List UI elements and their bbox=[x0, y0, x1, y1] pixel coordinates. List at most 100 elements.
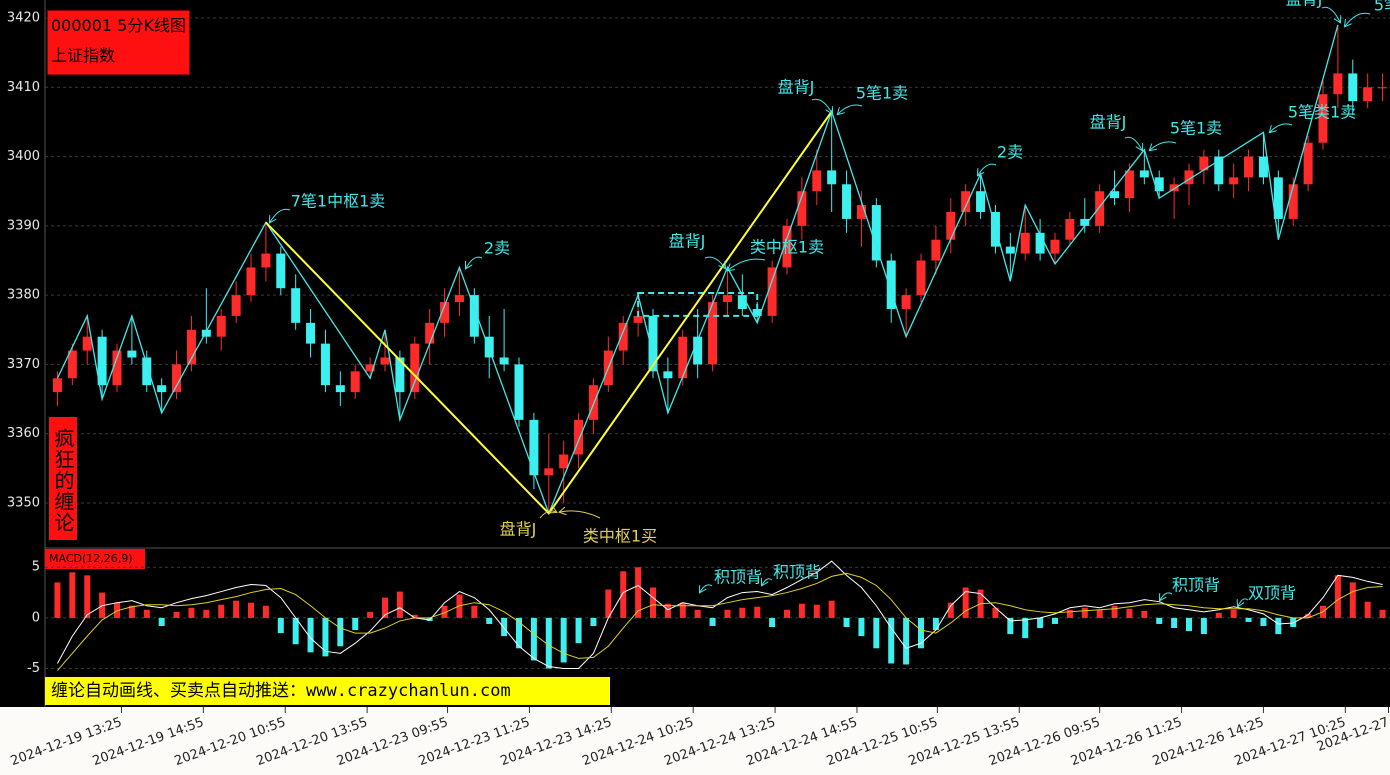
candle-body bbox=[1258, 156, 1268, 178]
side-label: 疯狂的缠论 bbox=[49, 417, 77, 540]
candle-body bbox=[574, 419, 584, 455]
annotation: 积顶背 bbox=[773, 563, 821, 582]
candle-body bbox=[395, 357, 405, 393]
macd-bar bbox=[813, 604, 820, 618]
candle-body bbox=[67, 350, 77, 379]
annotation: 5笔1卖 bbox=[1170, 119, 1222, 138]
macd-bar bbox=[1379, 609, 1386, 618]
macd-bar bbox=[441, 605, 448, 618]
candle-body bbox=[1363, 87, 1373, 102]
annotation-arrow bbox=[838, 104, 863, 114]
macd-bar bbox=[218, 604, 225, 618]
macd-bar bbox=[709, 617, 716, 626]
y-tick-label: 5 bbox=[32, 560, 40, 575]
macd-bar bbox=[411, 614, 418, 618]
annotation-arrow bbox=[1124, 136, 1142, 150]
annotation-arrow bbox=[560, 511, 601, 519]
macd-bar bbox=[486, 617, 493, 624]
macd-bar bbox=[233, 600, 240, 618]
macd-bar bbox=[1230, 609, 1237, 618]
candle-body bbox=[856, 205, 866, 219]
macd-bar bbox=[560, 617, 567, 663]
macd-bar bbox=[322, 617, 329, 657]
macd-bar bbox=[248, 602, 254, 618]
macd-bar bbox=[1096, 609, 1103, 618]
candle-body bbox=[1229, 177, 1239, 185]
macd-bar bbox=[784, 609, 790, 618]
candle-body bbox=[1005, 246, 1015, 254]
macd-bar bbox=[1334, 575, 1341, 618]
dea-line bbox=[57, 572, 1383, 671]
candle-body bbox=[871, 205, 881, 261]
macd-bar bbox=[1022, 617, 1029, 639]
macd-bar bbox=[828, 600, 835, 618]
annotation: 5笔类1卖 bbox=[1288, 103, 1356, 122]
candle-body bbox=[514, 364, 524, 420]
candle-body bbox=[365, 364, 375, 372]
macd-bar bbox=[1141, 610, 1148, 618]
macd-bar bbox=[798, 603, 805, 618]
candle-body bbox=[97, 336, 107, 386]
zone-box bbox=[637, 292, 759, 317]
annotation-arrow bbox=[1160, 592, 1173, 600]
macd-bar bbox=[932, 617, 939, 631]
banner: 缠论自动画线、买卖点自动推送：www.crazychanlun.com bbox=[45, 677, 610, 705]
macd-bar bbox=[158, 617, 165, 626]
index-name: 上证指数 bbox=[51, 46, 116, 65]
macd-bar bbox=[352, 617, 359, 631]
annotation-arrow bbox=[1238, 598, 1249, 606]
macd-label-box bbox=[45, 549, 145, 569]
annotation-arrow bbox=[270, 208, 291, 222]
annotation-arrow bbox=[466, 256, 483, 268]
candle-body bbox=[291, 288, 301, 323]
candle-body bbox=[752, 308, 762, 316]
candle-body bbox=[708, 302, 718, 365]
candle-body bbox=[1184, 170, 1194, 185]
macd-bar bbox=[367, 611, 374, 618]
macd-bar bbox=[382, 597, 388, 618]
candle-body bbox=[842, 184, 852, 219]
candle-body bbox=[201, 329, 211, 337]
macd-bar bbox=[918, 617, 924, 649]
candle-body bbox=[886, 260, 896, 309]
macd-bar bbox=[1066, 609, 1073, 618]
macd-bar bbox=[664, 603, 671, 618]
annotation-arrow bbox=[1150, 141, 1177, 150]
macd-bar bbox=[888, 617, 895, 664]
candle-body bbox=[350, 371, 360, 393]
macd-bar bbox=[903, 617, 910, 665]
candle-body bbox=[1110, 191, 1120, 199]
macd-bar bbox=[1305, 613, 1312, 618]
macd-bar bbox=[277, 617, 284, 634]
annotation: 盘背J bbox=[1090, 113, 1127, 132]
candle-body bbox=[618, 322, 628, 351]
candle-body bbox=[276, 253, 286, 289]
macd-bar bbox=[530, 617, 537, 661]
annotation-arrow bbox=[811, 98, 832, 113]
macd-bar bbox=[501, 617, 508, 637]
annotation: 盘背J bbox=[669, 232, 706, 251]
candle-body bbox=[469, 295, 479, 337]
macd-bar bbox=[635, 567, 642, 618]
annotation-arrow bbox=[978, 163, 997, 175]
candle-body bbox=[231, 295, 241, 316]
macd-bar bbox=[54, 582, 61, 618]
candle-body bbox=[172, 364, 182, 393]
candle-body bbox=[544, 468, 554, 476]
macd-bar bbox=[471, 605, 478, 618]
annotation: 类中枢1买 bbox=[583, 527, 657, 546]
candle-body bbox=[425, 322, 435, 344]
macd-bar bbox=[769, 617, 776, 628]
candle-body bbox=[216, 315, 226, 337]
candle-body bbox=[737, 295, 747, 309]
candle-body bbox=[112, 350, 122, 386]
dif-line bbox=[57, 560, 1383, 670]
macd-bar bbox=[292, 617, 299, 645]
annotation: 2卖 bbox=[484, 239, 510, 258]
macd-bar bbox=[1037, 617, 1044, 629]
macd-bar bbox=[1171, 617, 1178, 629]
candle-body bbox=[1020, 232, 1030, 254]
candle-body bbox=[52, 378, 62, 393]
